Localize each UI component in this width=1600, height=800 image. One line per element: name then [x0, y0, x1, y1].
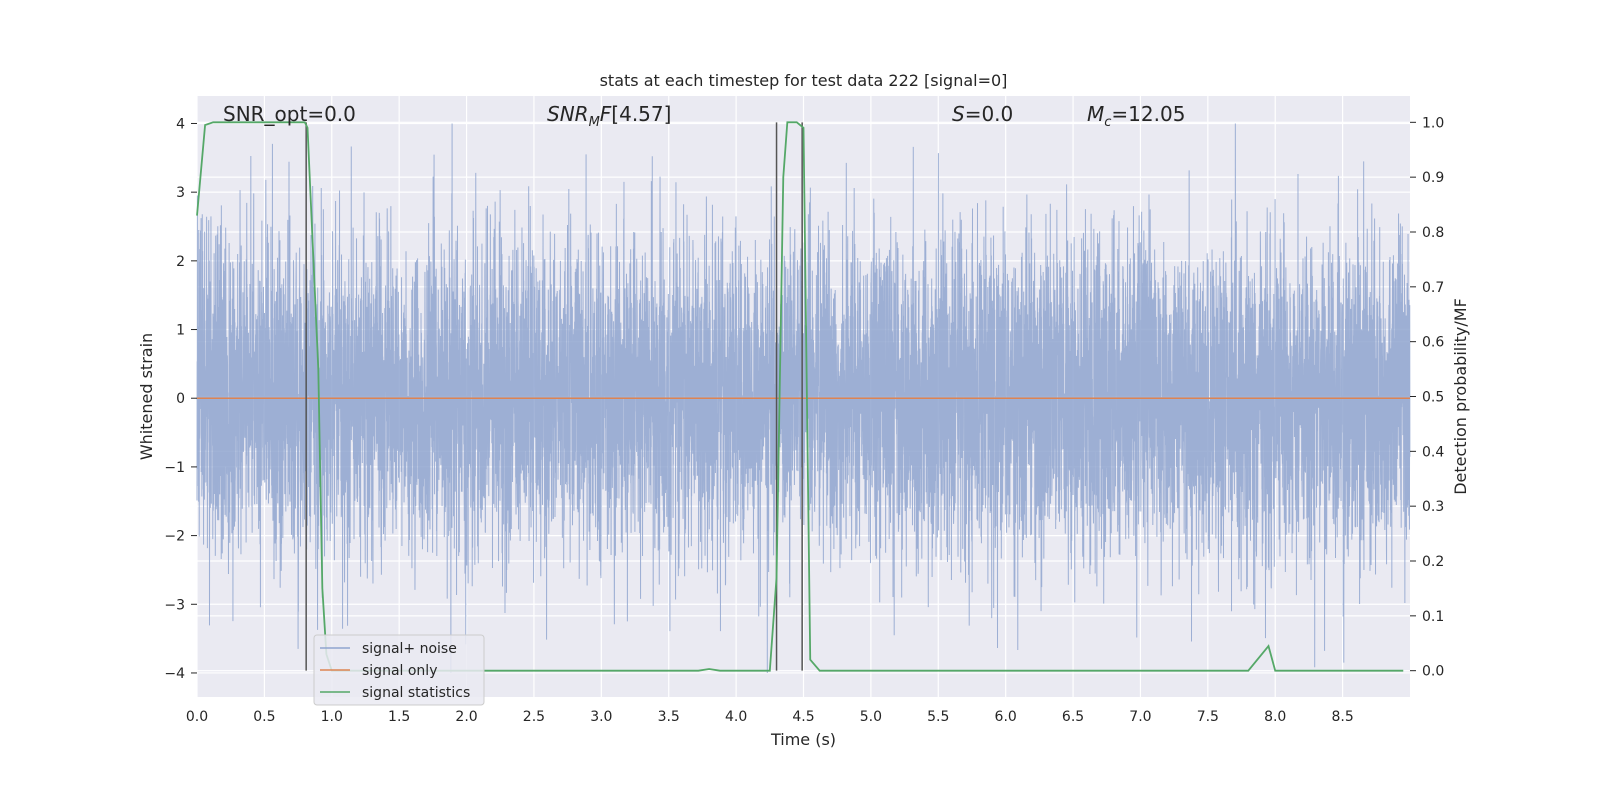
- y-right-tick-label-10: 0.0: [1422, 664, 1444, 680]
- x-tick-label-12: 6.0: [995, 709, 1017, 725]
- legend-label-signal-noise: signal+ noise: [362, 641, 457, 657]
- x-tick-label-11: 5.5: [927, 709, 949, 725]
- x-tick-label-17: 8.5: [1331, 709, 1353, 725]
- annotation-snr-mf-value: [4.57]: [611, 102, 671, 126]
- noise-trace: [196, 123, 1411, 673]
- y-left-tick-label-7: −3: [164, 597, 185, 613]
- y-left-tick-label-1: 3: [176, 185, 185, 201]
- x-tick-label-15: 7.5: [1197, 709, 1219, 725]
- y-axis-right-label: Detection probability/MF: [1451, 298, 1470, 495]
- statistics-line: [196, 121, 1404, 672]
- series-signal-statistics: [196, 121, 1404, 672]
- x-tick-label-1: 0.5: [253, 709, 275, 725]
- y-right-tick-label-6: 0.4: [1422, 444, 1444, 460]
- x-tick-label-6: 3.0: [590, 709, 612, 725]
- y-left-tick-label-0: 4: [176, 116, 185, 132]
- x-tick-label-9: 4.5: [792, 709, 814, 725]
- x-tick-label-2: 1.0: [321, 709, 343, 725]
- x-tick-label-4: 2.0: [455, 709, 477, 725]
- x-axis-label: Time (s): [770, 730, 836, 749]
- legend-box: [313, 634, 485, 706]
- x-tick-label-16: 8.0: [1264, 709, 1286, 725]
- y-right-tick-label-5: 0.5: [1422, 390, 1444, 406]
- y-left-tick-label-8: −4: [164, 666, 185, 682]
- y-right-tick-label-1: 0.9: [1422, 170, 1444, 186]
- legend-label-signal-statistics: signal statistics: [362, 685, 470, 701]
- y-left-tick-label-3: 1: [176, 323, 185, 339]
- x-tick-label-8: 4.0: [725, 709, 747, 725]
- y-right-tick-label-3: 0.7: [1422, 280, 1444, 296]
- annotation-snr-opt: SNR_opt=0.0: [223, 102, 356, 126]
- y-left-tick-label-5: −1: [164, 460, 185, 476]
- legend: signal+ noise signal only signal statist…: [313, 634, 485, 706]
- annotation-mc: Mc=12.05: [1087, 102, 1185, 130]
- tick-labels: 0.0 0.5 1.0 1.5 2.0 2.5 3.0 3.5 4.0 4.5 5.0 5.5 6.0 6…: [164, 115, 1444, 725]
- y-right-tick-label-2: 0.8: [1422, 225, 1444, 241]
- x-tick-label-14: 7.0: [1129, 709, 1151, 725]
- annotation-snr-mf: SNRMF[4.57]: [547, 102, 671, 130]
- legend-label-signal-only: signal only: [362, 663, 437, 679]
- x-tick-label-7: 3.5: [658, 709, 680, 725]
- series-signal-noise: [196, 123, 1411, 673]
- y-right-tick-label-8: 0.2: [1422, 554, 1444, 570]
- y-right-tick-label-9: 0.1: [1422, 609, 1444, 625]
- annotation-s-value: =0.0: [965, 102, 1014, 126]
- chart-title: stats at each timestep for test data 222…: [600, 71, 1008, 90]
- annotation-s: S=0.0: [952, 102, 1013, 126]
- y-right-tick-label-0: 1.0: [1422, 115, 1444, 131]
- annotation-mc-value: =12.05: [1111, 102, 1185, 126]
- y-right-tick-label-7: 0.3: [1422, 499, 1444, 515]
- x-tick-label-0: 0.0: [186, 709, 208, 725]
- y-right-tick-label-4: 0.6: [1422, 335, 1444, 351]
- y-left-tick-label-6: −2: [164, 529, 185, 545]
- x-tick-label-5: 2.5: [523, 709, 545, 725]
- x-tick-label-13: 6.5: [1062, 709, 1084, 725]
- y-axis-left-label: Whitened strain: [137, 333, 156, 460]
- x-tick-label-10: 5.0: [860, 709, 882, 725]
- y-left-tick-label-4: 0: [176, 391, 185, 407]
- x-tick-label-3: 1.5: [388, 709, 410, 725]
- y-left-tick-label-2: 2: [176, 254, 185, 270]
